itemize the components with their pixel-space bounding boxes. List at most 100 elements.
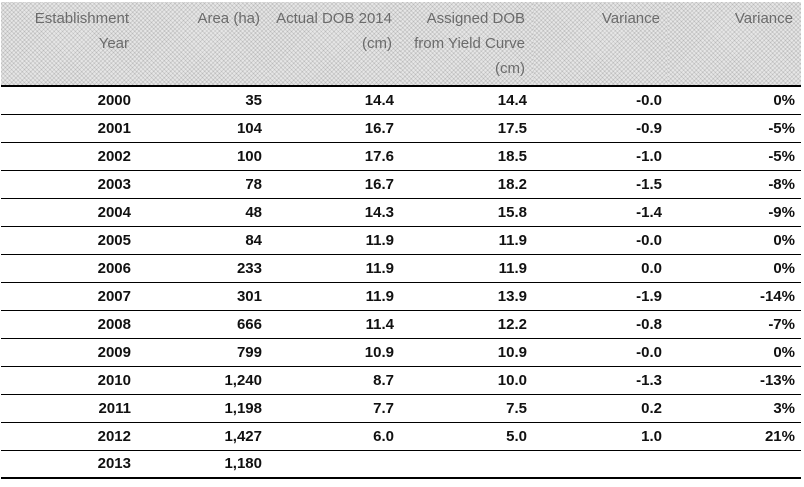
cell-year: 2011: [1, 394, 137, 423]
cell-actual-dob: 6.0: [268, 422, 400, 451]
cell-assigned-dob: 18.5: [400, 142, 533, 171]
cell-actual-dob: 11.9: [268, 254, 400, 283]
cell-area: 1,427: [137, 422, 268, 451]
data-table: Establishment Year Area (ha) Actual DOB …: [1, 2, 801, 479]
table-row: 2003 78 16.7 18.2 -1.5 -8%: [1, 170, 801, 199]
cell-variance-pct: -9%: [668, 198, 801, 227]
cell-actual-dob: 16.7: [268, 170, 400, 199]
cell-assigned-dob: 18.2: [400, 170, 533, 199]
header-assigned-dob: Assigned DOB from Yield Curve (cm): [400, 2, 533, 87]
cell-variance-abs: -1.4: [533, 198, 668, 227]
cell-variance-pct: 0%: [668, 86, 801, 115]
cell-variance-pct: [668, 450, 801, 479]
table-body: 2000 35 14.4 14.4 -0.0 0% 2001 104 16.7 17.5 -0.9-…: [1, 86, 801, 479]
cell-variance-pct: 3%: [668, 394, 801, 423]
cell-assigned-dob: 11.9: [400, 254, 533, 283]
cell-year: 2005: [1, 226, 137, 255]
table-row: 2006 233 11.9 11.9 0.0 0%: [1, 254, 801, 283]
table-row: 2002 100 17.6 18.5 -1.0 -5%: [1, 142, 801, 171]
cell-year: 2000: [1, 86, 137, 115]
table-header: Establishment Year Area (ha) Actual DOB …: [1, 2, 801, 87]
cell-area: 1,240: [137, 366, 268, 395]
header-actual-dob: Actual DOB 2014 (cm): [268, 2, 400, 87]
header-variance-pct: Variance: [668, 2, 801, 87]
cell-assigned-dob: 11.9: [400, 226, 533, 255]
cell-area: 84: [137, 226, 268, 255]
cell-actual-dob: 10.9: [268, 338, 400, 367]
cell-year: 2009: [1, 338, 137, 367]
cell-variance-abs: -1.3: [533, 366, 668, 395]
cell-variance-pct: -13%: [668, 366, 801, 395]
cell-assigned-dob: 10.0: [400, 366, 533, 395]
header-variance-abs: Variance: [533, 2, 668, 87]
table-row: 2013 1,180: [1, 450, 801, 479]
cell-variance-pct: 21%: [668, 422, 801, 451]
table-row: 2010 1,240 8.7 10.0 -1.3 -13%: [1, 366, 801, 395]
cell-variance-abs: 1.0: [533, 422, 668, 451]
cell-variance-pct: -14%: [668, 282, 801, 311]
cell-actual-dob: 11.4: [268, 310, 400, 339]
table-row: 2009 799 10.9 10.9 -0.0 0%: [1, 338, 801, 367]
cell-assigned-dob: 10.9: [400, 338, 533, 367]
cell-variance-abs: -0.9: [533, 114, 668, 143]
cell-assigned-dob: 7.5: [400, 394, 533, 423]
cell-actual-dob: 7.7: [268, 394, 400, 423]
cell-variance-abs: -0.8: [533, 310, 668, 339]
cell-year: 2001: [1, 114, 137, 143]
cell-actual-dob: 11.9: [268, 226, 400, 255]
cell-variance-abs: 0.0: [533, 254, 668, 283]
cell-variance-abs: -0.0: [533, 338, 668, 367]
cell-variance-abs: -1.0: [533, 142, 668, 171]
cell-actual-dob: 16.7: [268, 114, 400, 143]
cell-variance-pct: -8%: [668, 170, 801, 199]
cell-actual-dob: 8.7: [268, 366, 400, 395]
cell-variance-abs: -0.0: [533, 226, 668, 255]
cell-variance-abs: -1.9: [533, 282, 668, 311]
cell-actual-dob: 14.3: [268, 198, 400, 227]
cell-assigned-dob: 5.0: [400, 422, 533, 451]
cell-area: 35: [137, 86, 268, 115]
table-row: 2011 1,198 7.7 7.5 0.2 3%: [1, 394, 801, 423]
table-row: 2000 35 14.4 14.4 -0.0 0%: [1, 86, 801, 115]
table-row: 2004 48 14.3 15.8 -1.4 -9%: [1, 198, 801, 227]
cell-year: 2010: [1, 366, 137, 395]
cell-year: 2008: [1, 310, 137, 339]
cell-area: 48: [137, 198, 268, 227]
cell-area: 1,180: [137, 450, 268, 479]
cell-variance-abs: -0.0: [533, 86, 668, 115]
cell-assigned-dob: 13.9: [400, 282, 533, 311]
cell-year: 2002: [1, 142, 137, 171]
header-row: Establishment Year Area (ha) Actual DOB …: [1, 2, 801, 87]
cell-assigned-dob: 12.2: [400, 310, 533, 339]
cell-year: 2004: [1, 198, 137, 227]
cell-actual-dob: 17.6: [268, 142, 400, 171]
header-establishment-year: Establishment Year: [1, 2, 137, 87]
cell-area: 233: [137, 254, 268, 283]
table-row: 2001 104 16.7 17.5 -0.9 -5%: [1, 114, 801, 143]
cell-area: 666: [137, 310, 268, 339]
cell-variance-abs: 0.2: [533, 394, 668, 423]
table-row: 2012 1,427 6.0 5.0 1.0 21%: [1, 422, 801, 451]
cell-variance-pct: -5%: [668, 114, 801, 143]
table-row: 2007 301 11.9 13.9 -1.9 -14%: [1, 282, 801, 311]
cell-assigned-dob: [400, 450, 533, 479]
cell-area: 301: [137, 282, 268, 311]
cell-year: 2006: [1, 254, 137, 283]
cell-assigned-dob: 17.5: [400, 114, 533, 143]
header-area: Area (ha): [137, 2, 268, 87]
cell-area: 1,198: [137, 394, 268, 423]
cell-year: 2007: [1, 282, 137, 311]
cell-assigned-dob: 15.8: [400, 198, 533, 227]
table-row: 2008 666 11.4 12.2 -0.8 -7%: [1, 310, 801, 339]
table-row: 2005 84 11.9 11.9 -0.0 0%: [1, 226, 801, 255]
cell-variance-pct: -7%: [668, 310, 801, 339]
cell-actual-dob: 14.4: [268, 86, 400, 115]
cell-variance-pct: 0%: [668, 338, 801, 367]
cell-year: 2013: [1, 450, 137, 479]
cell-year: 2003: [1, 170, 137, 199]
cell-year: 2012: [1, 422, 137, 451]
cell-area: 78: [137, 170, 268, 199]
cell-area: 799: [137, 338, 268, 367]
cell-actual-dob: 11.9: [268, 282, 400, 311]
cell-variance-pct: 0%: [668, 226, 801, 255]
